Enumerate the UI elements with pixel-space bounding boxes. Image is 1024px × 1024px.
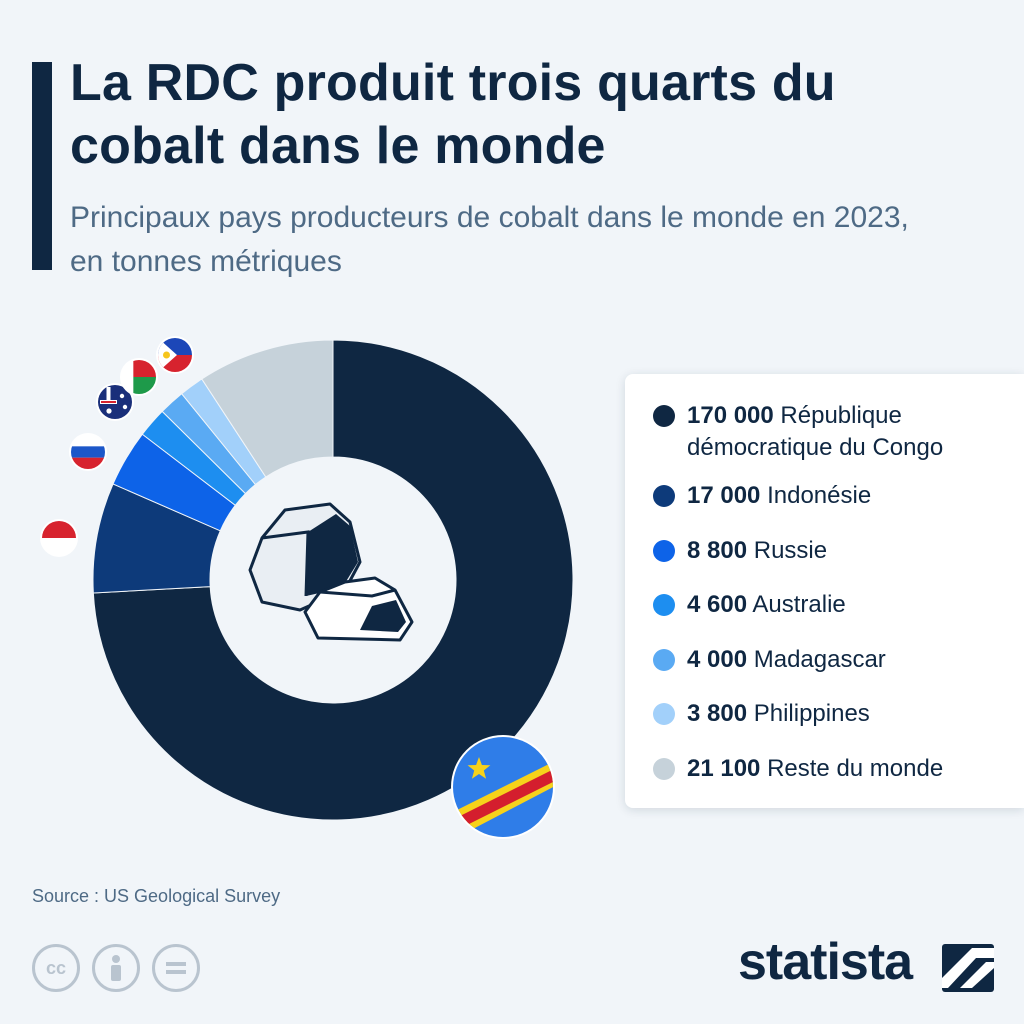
title-accent-bar [32, 62, 52, 270]
donut-slice [92, 339, 574, 821]
legend-category: Madagascar [747, 646, 886, 673]
legend-item: 8 800 Russie [653, 535, 1007, 567]
cobalt-ore-icon [248, 502, 414, 642]
legend-item: 4 000 Madagascar [653, 644, 1007, 676]
chart-subtitle: Principaux pays producteurs de cobalt da… [70, 201, 909, 278]
legend-swatch [653, 485, 675, 507]
legend-swatch [653, 540, 675, 562]
legend-label: 4 000 Madagascar [687, 644, 1007, 676]
donut-chart [40, 336, 574, 839]
legend-value: 21 100 [687, 755, 761, 782]
legend-item: 21 100 Reste du monde [653, 753, 1007, 785]
flag-dr-congo-icon [451, 735, 555, 839]
legend-item: 17 000 Indonésie [653, 480, 1007, 512]
legend-value: 4 600 [687, 591, 748, 618]
flag-philippines-icon [156, 336, 194, 374]
legend-category: Indonésie [760, 482, 872, 509]
legend-label: 3 800 Philippines [687, 698, 1007, 730]
legend-category: Reste du monde [760, 755, 944, 782]
flag-australia-icon [96, 383, 134, 421]
flag-indonesia-icon [40, 519, 78, 557]
legend-label: 170 000 République démocratique du Congo [687, 400, 1007, 464]
flag-russia-icon [69, 433, 107, 471]
source-note: Source : US Geological Survey [32, 886, 281, 906]
legend-label: 8 800 Russie [687, 535, 1007, 567]
donut-slice [201, 339, 334, 478]
legend-swatch [653, 405, 675, 427]
legend-swatch [653, 758, 675, 780]
legend-item: 170 000 République démocratique du Congo [653, 400, 1007, 464]
legend-item: 3 800 Philippines [653, 698, 1007, 730]
flag-madagascar-icon [120, 358, 158, 396]
cc-icon: cc [32, 944, 80, 992]
legend-category: Philippines [747, 700, 870, 727]
legend-value: 8 800 [687, 537, 748, 564]
legend-category: Russie [747, 537, 828, 564]
statista-logo: statista [738, 933, 913, 991]
legend-item: 4 600 Australie [653, 589, 1007, 621]
legend-swatch [653, 649, 675, 671]
legend-value: 3 800 [687, 700, 748, 727]
no-derivatives-icon [152, 944, 200, 992]
statista-logo-mark [942, 944, 994, 992]
chart-title: La RDC produit trois quarts du cobalt da… [70, 54, 836, 175]
legend-category: Australie [747, 591, 846, 618]
legend-swatch [653, 703, 675, 725]
legend-label: 21 100 Reste du monde [687, 753, 1007, 785]
legend-value: 170 000 [687, 402, 774, 429]
legend-label: 17 000 Indonésie [687, 480, 1007, 512]
legend-category: République démocratique du Congo [687, 402, 944, 461]
legend-value: 4 000 [687, 646, 748, 673]
legend-label: 4 600 Australie [687, 589, 1007, 621]
legend-value: 17 000 [687, 482, 761, 509]
attribution-icon [92, 944, 140, 992]
chart-legend: 170 000 République démocratique du Congo… [625, 374, 1024, 808]
license-icons: cc [32, 944, 200, 992]
legend-swatch [653, 594, 675, 616]
